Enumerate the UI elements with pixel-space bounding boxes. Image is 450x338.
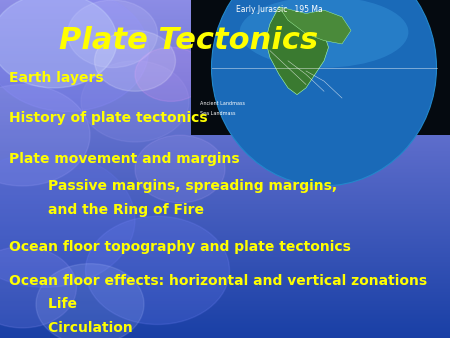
Bar xyxy=(191,0,450,135)
Text: Sea Landmass: Sea Landmass xyxy=(200,111,236,116)
Text: Circulation: Circulation xyxy=(9,321,133,335)
Text: Early Jurassic   195 Ma: Early Jurassic 195 Ma xyxy=(236,5,322,14)
Text: Ocean floor effects: horizontal and vertical zonations: Ocean floor effects: horizontal and vert… xyxy=(9,273,427,288)
Circle shape xyxy=(0,247,76,328)
Circle shape xyxy=(0,152,135,287)
Circle shape xyxy=(0,84,90,186)
Circle shape xyxy=(94,30,176,91)
Text: Ocean floor topography and plate tectonics: Ocean floor topography and plate tectoni… xyxy=(9,240,351,254)
Text: Plate movement and margins: Plate movement and margins xyxy=(9,152,239,166)
Circle shape xyxy=(68,0,158,68)
Circle shape xyxy=(135,135,225,203)
Text: History of plate tectonics: History of plate tectonics xyxy=(9,111,207,125)
Text: Passive margins, spreading margins,: Passive margins, spreading margins, xyxy=(9,179,337,193)
Circle shape xyxy=(36,264,144,338)
Polygon shape xyxy=(266,7,328,95)
Ellipse shape xyxy=(239,0,409,68)
Circle shape xyxy=(0,0,117,88)
Circle shape xyxy=(86,216,230,324)
Text: and the Ring of Fire: and the Ring of Fire xyxy=(9,202,204,217)
Text: Life: Life xyxy=(9,297,77,311)
Ellipse shape xyxy=(212,0,436,186)
Circle shape xyxy=(81,61,189,142)
Polygon shape xyxy=(279,7,351,44)
Circle shape xyxy=(135,47,207,101)
Text: Ancient Landmass: Ancient Landmass xyxy=(200,101,245,106)
Text: Plate Tectonics: Plate Tectonics xyxy=(59,26,319,55)
Text: Earth layers: Earth layers xyxy=(9,71,104,85)
Circle shape xyxy=(0,0,148,112)
